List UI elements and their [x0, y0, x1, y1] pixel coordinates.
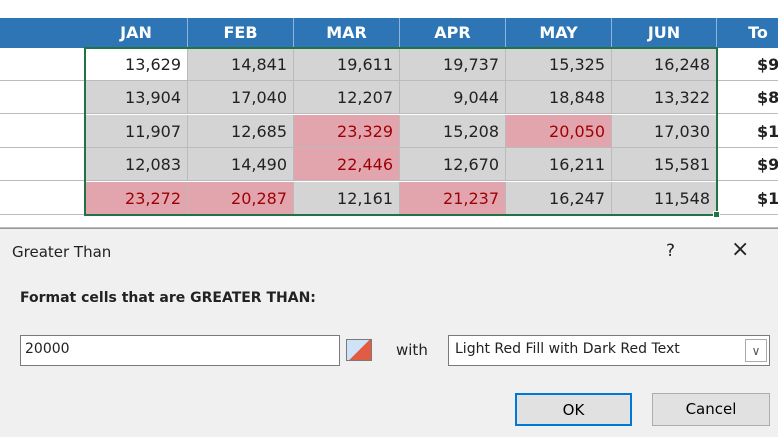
row-header: [0, 181, 85, 215]
ok-button[interactable]: OK: [515, 393, 632, 426]
cell: $8: [717, 81, 778, 115]
column-header: To: [717, 18, 778, 48]
fill-handle[interactable]: [713, 211, 720, 218]
cell: 20,050: [506, 114, 612, 148]
dialog: Greater Than ? × Format cells that are G…: [0, 228, 778, 437]
cell: 12,670: [400, 148, 506, 182]
cell: 9,044: [400, 81, 506, 115]
cell: 14,841: [188, 48, 294, 81]
column-header: APR: [400, 18, 506, 48]
column-header: JUN: [612, 18, 717, 48]
cell: $10: [717, 181, 778, 215]
close-button[interactable]: ×: [731, 237, 750, 262]
cell: $9: [717, 48, 778, 81]
cell: 12,685: [188, 114, 294, 148]
column-header: MAY: [506, 18, 612, 48]
help-button[interactable]: ?: [666, 241, 676, 261]
format-text: Light Red Fill with Dark Red Text: [455, 341, 680, 357]
selection-border: [84, 47, 718, 216]
column-header: MAR: [294, 18, 400, 48]
dialog-label: Format cells that are GREATER THAN:: [20, 290, 316, 306]
dialog-title: Greater Than: [12, 243, 112, 261]
cell: 15,581: [612, 148, 717, 182]
column-header: JAN: [85, 18, 188, 48]
format-dropdown[interactable]: Light Red Fill with Dark Red Text ∨: [448, 335, 770, 366]
cell: 13,322: [612, 81, 717, 115]
cell: $10: [717, 114, 778, 148]
cancel-button[interactable]: Cancel: [652, 393, 770, 426]
header-blank: [0, 18, 85, 48]
cell: 12,207: [294, 81, 400, 115]
cell: 18,848: [506, 81, 612, 115]
range-picker[interactable]: [346, 339, 372, 361]
row-header: [0, 114, 85, 148]
cell: 20,287: [188, 181, 294, 215]
cell: 22,446: [294, 148, 400, 182]
cell: $9: [717, 148, 778, 182]
row-header: [0, 148, 85, 182]
dropdown-arrow[interactable]: ∨: [745, 339, 767, 362]
column-header: FEB: [188, 18, 294, 48]
cell: 11,548: [612, 181, 717, 215]
row-header: [0, 48, 85, 81]
cell: 11,907: [85, 114, 188, 148]
cell: 13,629: [85, 48, 188, 81]
cell: 17,030: [612, 114, 717, 148]
cell: 23,329: [294, 114, 400, 148]
ribbon-edge: [0, 0, 778, 18]
cell: 15,325: [506, 48, 612, 81]
with-label: with: [396, 341, 428, 359]
cell: 13,904: [85, 81, 188, 115]
cell: 19,737: [400, 48, 506, 81]
cell: 12,161: [294, 181, 400, 215]
row-header: [0, 81, 85, 115]
value-input[interactable]: 20000: [20, 335, 340, 366]
cell: 12,083: [85, 148, 188, 182]
cell: 16,211: [506, 148, 612, 182]
cell: 19,611: [294, 48, 400, 81]
cell: 14,490: [188, 148, 294, 182]
cell: 17,040: [188, 81, 294, 115]
next-row: [0, 216, 778, 228]
cell: 15,208: [400, 114, 506, 148]
